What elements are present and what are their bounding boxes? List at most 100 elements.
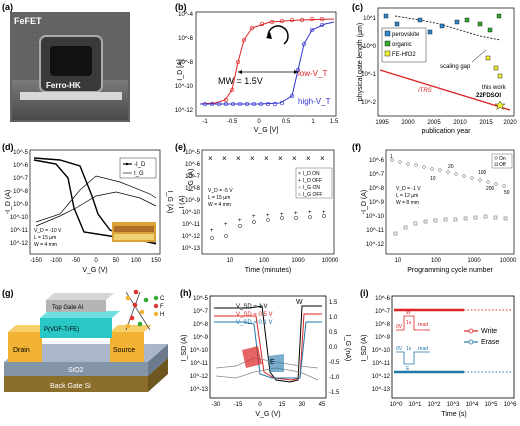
f-ytick: 10^-10 [366, 214, 385, 220]
h-ytick: 10^-13 [190, 387, 209, 393]
e-xtick: 100 [259, 258, 270, 264]
f-xtick: 10 [395, 258, 402, 264]
h-y2label: I_G (nA) [344, 335, 351, 361]
loop-arrow [267, 25, 289, 45]
svg-text:+: + [294, 211, 298, 217]
h-ytick: 10^-11 [190, 361, 208, 367]
panel-c: (c) 10^1 10^0 10^-1 10^-2 1995 2000 2005… [352, 2, 517, 135]
b-xtick: 1 [311, 119, 315, 125]
i-ytick: 10^-6 [375, 296, 390, 302]
f-ytick: 10^-9 [369, 200, 384, 206]
h-y2tick: 1.5 [329, 300, 338, 306]
ferro-hk-label: Ferro-HK [46, 81, 81, 90]
i-ylabel: I_SD (A) [361, 335, 368, 362]
e-ytick: 10^-8 [185, 186, 200, 192]
d-param-l: L = 15 µm [34, 235, 56, 241]
legend-c-icon [153, 295, 159, 301]
f-legend-box [491, 153, 513, 169]
f-point-label: 10 [430, 176, 436, 182]
legend-low-vt: low-V_T [298, 69, 327, 78]
f-param-w: W = 8 mm [396, 200, 419, 206]
e-param-vd: V_D = -5 V [208, 188, 233, 194]
pvdf-molecule-icon [125, 289, 151, 331]
h-ig-curve [215, 357, 319, 369]
h-xtick: 0 [258, 402, 262, 408]
d-xtick: -50 [72, 258, 81, 264]
f-point-label: 200 [486, 186, 495, 192]
e-ytick: 10^-7 [185, 174, 200, 180]
legend-perovskite: perovskite [392, 32, 420, 38]
b-xtick: 0 [257, 119, 261, 125]
panel-label-c: (c) [352, 2, 363, 12]
b-ytick: 10^-12 [175, 108, 194, 114]
c-xtick: 2015 [479, 120, 493, 126]
svg-text:+: + [224, 222, 228, 228]
f-xtick: 10000 [500, 258, 517, 264]
d-param-w: W = 4 mm [34, 242, 57, 248]
i-ytick: 10^-13 [372, 387, 391, 393]
h-xlabel: V_G (V) [255, 411, 280, 418]
legend-f-icon [153, 303, 159, 309]
f-param-vd: V_D = -1 V [396, 186, 421, 192]
plot-frame-e [201, 149, 335, 255]
h-xtick: 45 [319, 402, 326, 408]
d-param-vd: V_D = -10 V [34, 228, 62, 234]
e-id-on-points: × × × × × × × × × [208, 154, 325, 163]
trend-dotted [394, 15, 501, 41]
panel-b: (b) 10^-4 10^-6 10^-8 10^-10 10^-12 -1 -… [175, 2, 339, 134]
pvdf-layer [40, 318, 112, 338]
svg-text:×: × [278, 154, 283, 163]
top-gate-layer [46, 300, 106, 312]
sio2-layer [4, 362, 148, 376]
f-on-points [390, 158, 506, 188]
e-param-w: W = 4 mm [208, 202, 231, 208]
svg-text:+: + [280, 212, 284, 218]
i-xtick: 10^4 [466, 402, 479, 408]
plot-frame-i [391, 295, 515, 399]
i-ytick: 10^-7 [375, 309, 390, 315]
c-xtick: 2020 [503, 120, 517, 126]
d-y2label: I_G (A) [166, 191, 173, 214]
svg-text:+: + [238, 218, 242, 224]
e-legend-0: I_D ON [303, 171, 320, 177]
svg-text:×: × [320, 154, 325, 163]
svg-text:×: × [222, 154, 227, 163]
b-xtick: 0.5 [282, 119, 291, 125]
f-xlabel: Programming cycle number [407, 267, 493, 274]
b-xtick: -0.5 [227, 119, 238, 125]
erase-pulse-1s: 1s [406, 346, 412, 352]
h-y2tick: -1.0 [329, 375, 340, 381]
svg-text:+: + [266, 213, 270, 219]
panel-e: (e) 10^-5 10^-6 10^-7 10^-8 10^-9 10^-10… [175, 142, 339, 274]
panel-label-a: (a) [2, 2, 13, 12]
d-xtick: 0 [94, 258, 98, 264]
i-legend-write: Write [481, 328, 497, 335]
panel-g: (g) Back Gate Si SiO2 Drain Source P(VDF… [2, 288, 168, 392]
i-ytick: 10^-8 [375, 322, 390, 328]
scaling-gap-label: scaling gap [440, 64, 471, 70]
drain-label: Drain [13, 347, 30, 354]
h-mark-w: W [296, 299, 303, 306]
i-legend-erase: Erase [481, 339, 499, 346]
organic-points [464, 13, 502, 33]
i-xlabel: Time (s) [441, 411, 466, 418]
f-off-points [393, 214, 508, 236]
plot-frame-d [29, 149, 161, 255]
panel-label-b: (b) [175, 2, 187, 12]
d-xtick: -150 [30, 258, 43, 264]
e-ytick: 10^-9 [185, 198, 200, 204]
h-y2tick: -1.5 [329, 390, 340, 396]
fefet-title: FeFET [14, 16, 42, 26]
h-ytick: 10^-9 [193, 335, 208, 341]
fe-hfo2-points [485, 55, 503, 79]
svg-text:+: + [298, 178, 301, 184]
svg-text:+: + [252, 214, 256, 220]
high-vt-curve [200, 21, 335, 105]
panel-label-e: (e) [175, 142, 186, 152]
d-ytick: 10^-10 [10, 215, 29, 221]
f-ytick: 10^-12 [366, 242, 385, 248]
e-xlabel: Time (minutes) [245, 267, 291, 274]
i-xtick: 10^3 [447, 402, 460, 408]
svg-text:○: ○ [298, 192, 301, 198]
panel-h: (h) 10^-5 10^-7 10^-8 10^-9 10^-10 10^-1… [180, 288, 351, 418]
